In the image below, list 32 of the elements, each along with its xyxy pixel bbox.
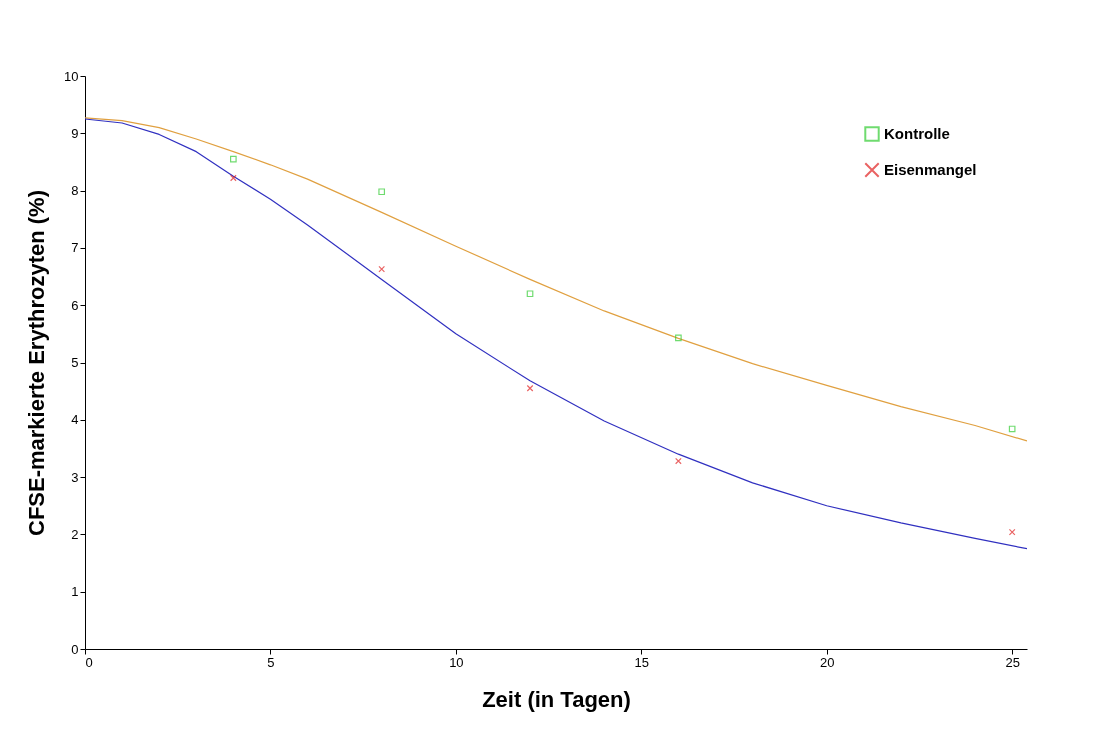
point bbox=[378, 265, 386, 273]
x-axis-title: Zeit (in Tagen) bbox=[482, 686, 631, 712]
point bbox=[378, 188, 386, 196]
point bbox=[526, 384, 534, 392]
point bbox=[1008, 425, 1016, 433]
y-axis-title: CFSE-markierte Erythrozyten (%) bbox=[24, 190, 50, 536]
line-series bbox=[85, 117, 1027, 442]
point bbox=[526, 290, 534, 298]
y-tick-label: 9 bbox=[71, 125, 79, 141]
y-tick-label: 3 bbox=[71, 469, 79, 485]
y-tick-label: 4 bbox=[71, 412, 79, 428]
y-tick-label: 8 bbox=[71, 183, 79, 199]
x-tick-label: 20 bbox=[820, 654, 835, 670]
x-tick-label: 0 bbox=[85, 654, 93, 670]
legend-label: Eisenmangel bbox=[884, 161, 977, 178]
x-tick-label: 25 bbox=[1005, 654, 1020, 670]
point bbox=[675, 334, 682, 342]
y-tick-label: 2 bbox=[71, 526, 79, 542]
x-tick-label: 5 bbox=[267, 654, 275, 670]
x-tick-label: 10 bbox=[449, 654, 464, 670]
y-tick-label: 5 bbox=[71, 355, 79, 370]
line-series bbox=[85, 118, 1027, 550]
y-tick-label: 6 bbox=[71, 297, 79, 313]
point bbox=[230, 155, 237, 163]
y-tick-label: 10 bbox=[64, 68, 79, 84]
y-tick-label: 1 bbox=[71, 584, 79, 600]
x-tick-label: 15 bbox=[634, 654, 650, 670]
y-tick-label: 7 bbox=[71, 240, 79, 256]
point bbox=[675, 457, 682, 465]
y-tick-label: 0 bbox=[71, 641, 79, 657]
legend-label: Kontrolle bbox=[884, 125, 950, 142]
point bbox=[230, 174, 237, 182]
